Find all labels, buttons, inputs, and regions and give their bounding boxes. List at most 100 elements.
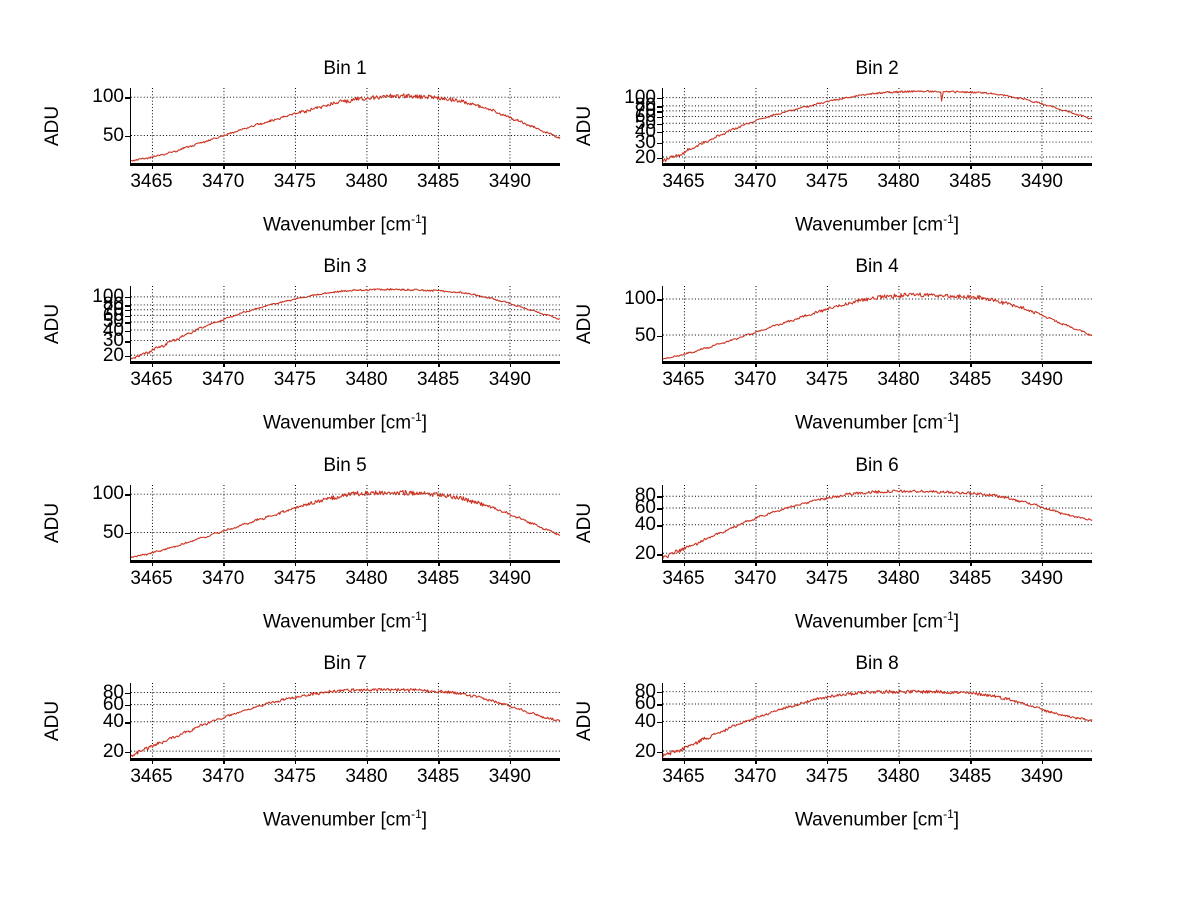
spectrum-curve-bin-7 — [130, 687, 561, 758]
y-tick-mark — [125, 305, 130, 307]
x-tick-label: 3490 — [488, 568, 531, 589]
y-tick-label: 100 — [92, 286, 124, 307]
x-tick-label: 3475 — [273, 369, 316, 390]
x-tick-label: 3470 — [734, 369, 777, 390]
x-tick-label: 3465 — [130, 171, 173, 192]
x-tick-mark — [755, 362, 757, 367]
x-tick-label: 3475 — [273, 171, 316, 192]
panel-title-bin-2: Bin 2 — [855, 58, 899, 79]
x-tick-label: 3475 — [805, 369, 848, 390]
x-axis-label-exponent: -1 — [411, 609, 422, 623]
y-tick-mark — [657, 751, 662, 754]
y-tick-mark — [125, 315, 130, 318]
x-axis-line — [130, 362, 560, 364]
plot-area-bin-5 — [130, 485, 561, 561]
y-tick-label: 40 — [634, 710, 656, 732]
y-tick-mark — [657, 116, 662, 119]
spectrum-curve-bin-6 — [662, 489, 1093, 559]
x-tick-label: 3490 — [488, 171, 531, 192]
x-tick-mark — [898, 561, 900, 566]
y-tick-mark — [657, 704, 662, 706]
x-tick-mark — [826, 164, 829, 169]
panel-title-bin-1: Bin 1 — [323, 58, 367, 79]
x-tick-label: 3485 — [417, 369, 460, 390]
spectrum-curve-bin-3 — [130, 287, 561, 360]
x-tick-label: 3490 — [1020, 766, 1063, 787]
x-tick-mark — [1041, 362, 1044, 367]
x-tick-mark — [1041, 759, 1044, 764]
x-axis-label-tail: ] — [953, 611, 960, 633]
y-tick-label: 100 — [92, 483, 124, 505]
x-tick-label: 3485 — [949, 766, 992, 787]
y-tick-mark — [125, 330, 130, 332]
x-tick-mark — [438, 164, 440, 169]
plot-area-bin-7 — [130, 683, 561, 759]
x-axis-label-bin-7: Wavenumber [cm-1] — [130, 807, 560, 831]
x-axis-label-bin-2: Wavenumber [cm-1] — [662, 212, 1092, 236]
y-tick-mark — [125, 494, 130, 496]
x-tick-label: 3485 — [417, 171, 460, 192]
x-tick-label: 3470 — [734, 171, 777, 192]
spectrum-curve-bin-5 — [130, 489, 561, 559]
x-tick-label: 3490 — [1020, 369, 1063, 390]
y-tick-mark — [657, 691, 662, 694]
panel-title-bin-5: Bin 5 — [323, 455, 367, 476]
plot-area-bin-2 — [662, 88, 1093, 164]
panel-title-bin-6: Bin 6 — [855, 455, 899, 476]
y-tick-mark — [125, 692, 130, 694]
y-tick-label: 50 — [634, 112, 656, 134]
x-tick-label: 3470 — [202, 766, 245, 787]
gridlines-bin-6 — [663, 485, 1092, 560]
y-tick-mark — [657, 142, 662, 145]
x-axis-label-exponent: -1 — [943, 609, 954, 623]
x-axis-label-text: Wavenumber [cm — [262, 214, 412, 236]
y-tick-mark — [657, 97, 662, 100]
panel-title-bin-3: Bin 3 — [323, 256, 367, 277]
y-tick-mark — [125, 322, 130, 324]
y-tick-label: 70 — [102, 299, 124, 321]
y-tick-label: 50 — [102, 311, 124, 333]
x-axis-label-text: Wavenumber [cm — [262, 611, 412, 633]
x-tick-label: 3480 — [877, 369, 920, 390]
x-tick-mark — [151, 561, 153, 566]
x-axis-label-tail: ] — [421, 809, 428, 831]
x-tick-mark — [509, 362, 512, 367]
y-tick-mark — [125, 722, 130, 724]
x-tick-label: 3485 — [417, 766, 460, 787]
x-tick-mark — [970, 164, 972, 169]
x-tick-mark — [509, 164, 512, 169]
x-tick-mark — [294, 561, 297, 566]
x-tick-mark — [970, 362, 972, 367]
x-axis-label-exponent: -1 — [411, 212, 422, 226]
panel-title-bin-7: Bin 7 — [323, 653, 367, 674]
x-tick-mark — [826, 561, 829, 566]
x-tick-label: 3485 — [949, 568, 992, 589]
x-tick-mark — [366, 561, 368, 566]
x-tick-label: 3480 — [345, 568, 388, 589]
x-tick-mark — [438, 759, 440, 764]
x-axis-label-tail: ] — [421, 611, 428, 633]
y-tick-mark — [125, 341, 130, 343]
x-tick-mark — [1041, 561, 1044, 566]
x-tick-label: 3490 — [1020, 568, 1063, 589]
plot-area-bin-6 — [662, 485, 1093, 561]
y-tick-mark — [657, 106, 662, 108]
x-axis-line — [662, 164, 1092, 166]
y-tick-label: 40 — [634, 514, 656, 536]
x-tick-mark — [970, 759, 972, 764]
panel-title-bin-8: Bin 8 — [855, 653, 899, 674]
x-tick-label: 3475 — [805, 171, 848, 192]
x-tick-mark — [755, 164, 757, 169]
x-axis-label-bin-5: Wavenumber [cm-1] — [130, 609, 560, 633]
x-axis-label-bin-1: Wavenumber [cm-1] — [130, 212, 560, 236]
x-tick-mark — [438, 362, 440, 367]
y-tick-label: 50 — [102, 522, 124, 544]
x-tick-mark — [509, 561, 512, 566]
x-axis-label-tail: ] — [953, 412, 960, 434]
y-tick-mark — [657, 111, 662, 113]
x-tick-mark — [294, 164, 297, 169]
x-axis-label-text: Wavenumber [cm — [794, 809, 944, 831]
